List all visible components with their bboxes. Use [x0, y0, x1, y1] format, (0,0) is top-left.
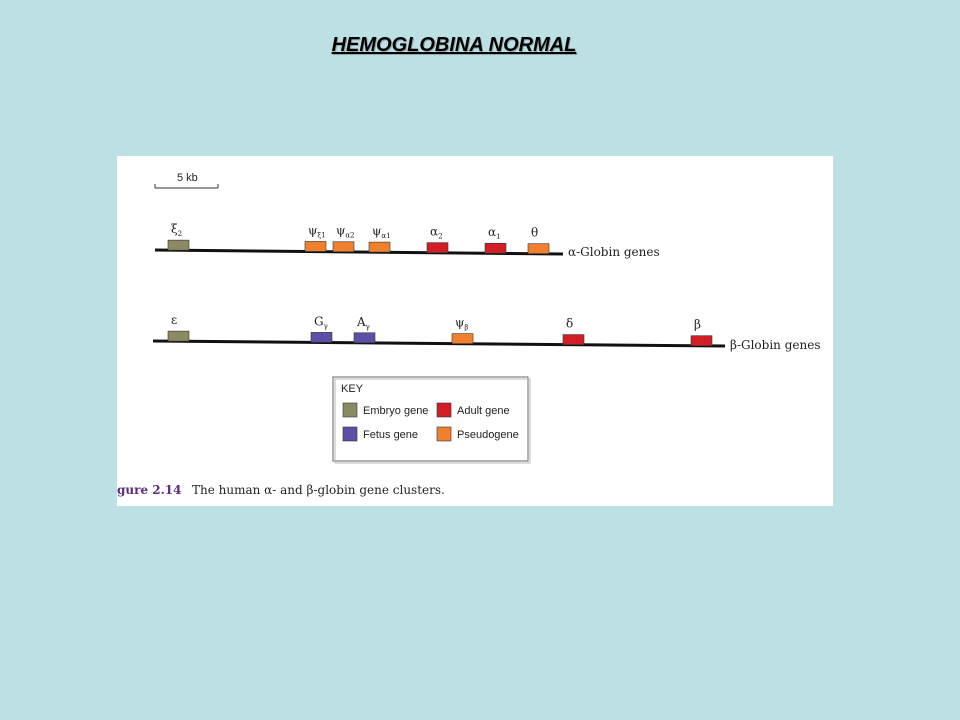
- beta-genes: ε Gγ Aγ ψβ δ β: [167, 313, 713, 347]
- beta-gene-box-2: [353, 332, 376, 344]
- key-swatch-pseudogene: [436, 426, 452, 442]
- key-swatch-embryo: [342, 402, 358, 418]
- beta-gene-box-1: [310, 332, 333, 343]
- alpha-gene-label-6: θ: [531, 226, 538, 240]
- alpha-gene-box-5: [484, 242, 507, 254]
- alpha-gene-label-3: ψα1: [372, 224, 391, 240]
- beta-cluster-label: β-Globin genes: [730, 338, 820, 352]
- figure-panel: 5 kb α-Globin genes β-Globin genes ξ2 ψξ1…: [117, 156, 833, 506]
- caption-number: gure 2.14: [117, 483, 181, 497]
- beta-gene-box-0: [167, 330, 190, 342]
- alpha-gene-box-2: [332, 241, 355, 253]
- beta-gene-box-5: [690, 335, 713, 347]
- slide-title: HEMOGLOBINA NORMAL: [331, 34, 577, 56]
- caption-text: The human α- and β-globin gene clusters.: [192, 483, 445, 497]
- key-label-embryo: Embryo gene: [363, 405, 428, 417]
- key-swatch-fetus: [342, 426, 358, 442]
- alpha-gene-label-4: α2: [430, 225, 443, 241]
- alpha-gene-box-1: [304, 241, 327, 252]
- alpha-gene-label-0: ξ2: [171, 222, 182, 238]
- beta-gene-label-1: Gγ: [314, 314, 328, 330]
- key-title: KEY: [341, 383, 364, 395]
- beta-gene-label-5: β: [694, 318, 701, 332]
- alpha-gene-box-3: [368, 241, 391, 253]
- alpha-gene-box-0: [167, 239, 190, 251]
- beta-gene-label-4: δ: [566, 317, 573, 331]
- scale-bar: 5 kb: [154, 172, 219, 189]
- beta-gene-box-3: [451, 333, 474, 344]
- beta-gene-label-0: ε: [171, 313, 177, 327]
- alpha-gene-label-5: α1: [488, 225, 501, 241]
- beta-cluster-line: [152, 339, 726, 348]
- alpha-gene-label-2: ψα2: [336, 224, 355, 240]
- key-label-fetus: Fetus gene: [363, 429, 418, 441]
- alpha-gene-box-6: [527, 243, 550, 254]
- alpha-gene-box-4: [426, 242, 449, 253]
- alpha-gene-label-1: ψξ1: [308, 223, 326, 239]
- key-label-pseudogene: Pseudogene: [457, 429, 519, 441]
- beta-gene-label-3: ψβ: [455, 316, 468, 332]
- beta-gene-label-2: Aγ: [356, 315, 370, 331]
- alpha-cluster-label: α-Globin genes: [568, 245, 660, 259]
- alpha-genes: ξ2 ψξ1 ψα2 ψα1 α2 α1 θ: [167, 222, 550, 254]
- key-swatch-adult: [436, 402, 452, 418]
- gene-cluster-diagram: 5 kb α-Globin genes β-Globin genes ξ2 ψξ1…: [117, 172, 820, 497]
- key-label-adult: Adult gene: [457, 405, 510, 417]
- scale-bar-label: 5 kb: [177, 172, 198, 184]
- key-box: KEY Embryo gene Adult gene Fetus gene Pseud…: [332, 376, 531, 464]
- beta-gene-box-4: [562, 334, 585, 345]
